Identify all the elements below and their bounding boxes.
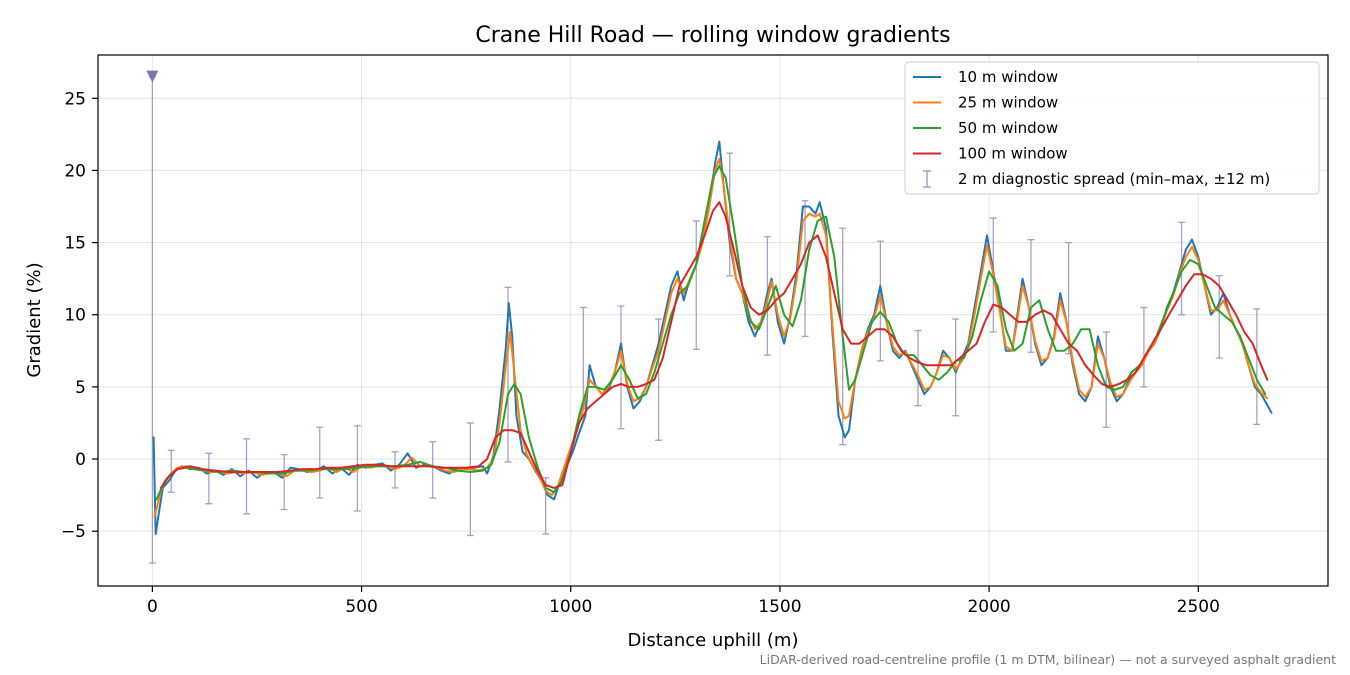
x-tick-label: 1000 — [549, 597, 592, 617]
chart-title: Crane Hill Road — rolling window gradien… — [475, 23, 950, 48]
spread-bar — [914, 329, 922, 407]
series-lines — [152, 140, 1273, 536]
chart-caption: LiDAR-derived road-centreline profile (1… — [759, 652, 1336, 667]
x-tick-label: 0 — [147, 597, 158, 617]
y-tick-label: 20 — [64, 161, 86, 181]
spread-bar — [1215, 275, 1223, 359]
legend-box — [904, 61, 1320, 195]
legend-label: 50 m window — [958, 119, 1058, 137]
legend: 10 m window 25 m window 50 m window 100 m w… — [904, 61, 1320, 195]
spread-bar — [316, 426, 324, 499]
spread-bar — [952, 318, 960, 417]
spread-bar — [876, 240, 884, 362]
spread-bar — [801, 200, 809, 338]
start-marker — [146, 70, 159, 83]
y-tick-label: 25 — [64, 89, 86, 109]
spread-bar — [726, 152, 734, 277]
axis-ticks: 0 500 1000 1500 2000 2500 −5 0 5 10 15 20 25 — [61, 89, 1220, 617]
series-line-3 — [159, 201, 1269, 489]
spread-bar — [429, 441, 437, 499]
spread-bar — [167, 449, 175, 493]
x-tick-label: 2000 — [967, 597, 1010, 617]
legend-label: 25 m window — [958, 94, 1058, 112]
y-axis-label: Gradient (%) — [24, 262, 45, 377]
y-tick-label: 10 — [64, 306, 86, 326]
spread-bar — [205, 452, 213, 505]
spread-bar — [280, 454, 288, 511]
legend-label: 10 m window — [958, 68, 1058, 86]
x-tick-label: 1500 — [758, 597, 801, 617]
series-line-1 — [153, 157, 1269, 518]
spread-bar — [692, 220, 700, 351]
series-line-0 — [152, 140, 1273, 536]
y-tick-label: 15 — [64, 234, 86, 254]
spread-bar — [1102, 331, 1110, 428]
y-tick-label: 0 — [75, 450, 86, 470]
plot-frame — [97, 54, 1329, 587]
y-tick-label: −5 — [61, 522, 86, 542]
legend-label: 2 m diagnostic spread (min–max, ±12 m) — [958, 170, 1270, 188]
x-axis-label: Distance uphill (m) — [628, 630, 799, 651]
spread-bar — [1253, 308, 1261, 426]
spread-bar — [243, 438, 251, 515]
x-tick-label: 500 — [345, 597, 377, 617]
spread-bar — [1027, 239, 1035, 353]
start-marker-triangle — [146, 70, 159, 83]
spread-bar — [1140, 306, 1148, 388]
spread-bar — [617, 305, 625, 430]
legend-label: 100 m window — [958, 145, 1068, 163]
y-tick-label: 5 — [75, 378, 86, 398]
legend-swatch — [923, 170, 931, 188]
spread-bar — [466, 422, 474, 537]
x-tick-label: 2500 — [1177, 597, 1220, 617]
